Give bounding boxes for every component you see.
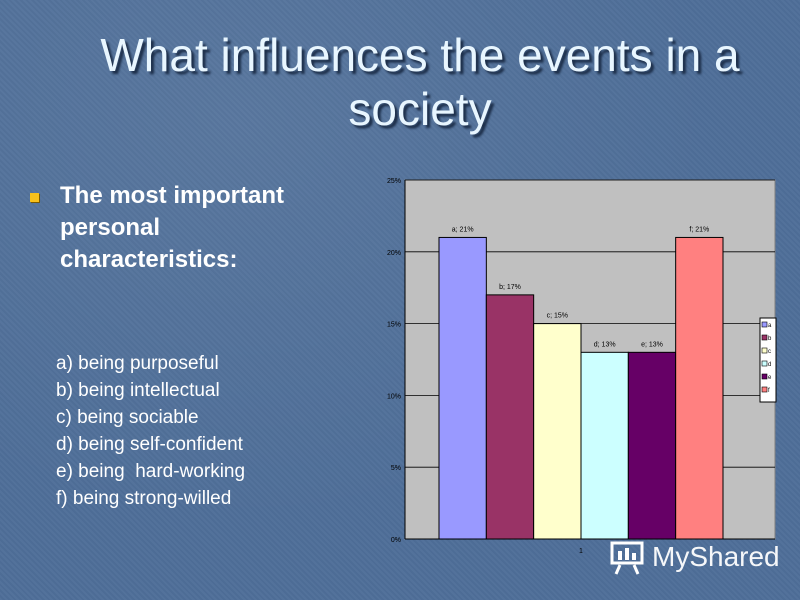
- data-label-c: c; 15%: [547, 313, 568, 320]
- option-c: c) being sociable: [56, 407, 199, 428]
- y-tick-label: 10%: [387, 393, 401, 400]
- legend-swatch-c: [761, 347, 768, 354]
- bar-f: [675, 236, 724, 540]
- option-d: d) being self-confident: [56, 434, 243, 455]
- y-tick-label: 15%: [387, 322, 401, 329]
- option-a: a) being purposeful: [56, 353, 219, 374]
- y-tick-label: 20%: [387, 250, 401, 257]
- bullet-heading: The most important personal characterist…: [60, 182, 285, 273]
- bar-c: [533, 323, 582, 540]
- legend-swatch-a: [761, 321, 768, 328]
- bar-a: [438, 236, 487, 540]
- bar-e: [627, 351, 677, 540]
- slide-title: What influences the events in a society: [100, 29, 740, 135]
- legend-label-c: c: [768, 349, 771, 355]
- options-list: a) being purposeful b) being intellectua…: [56, 350, 245, 512]
- y-tick-label: 25%: [387, 178, 401, 185]
- bar-d: [580, 351, 629, 540]
- legend-label-d: d: [768, 362, 771, 368]
- legend-label-e: e: [768, 375, 772, 381]
- legend-label-f: f: [768, 388, 770, 394]
- presentation-icon: [610, 541, 644, 575]
- legend-swatch-d: [761, 360, 768, 367]
- y-tick-label: 0%: [391, 537, 401, 544]
- data-label-e: e; 13%: [641, 341, 663, 348]
- data-label-d: d; 13%: [594, 341, 616, 348]
- x-tick-label: 1: [579, 548, 583, 555]
- bar-b: [485, 294, 535, 540]
- data-label-a: a; 21%: [452, 226, 474, 233]
- option-b: b) being intellectual: [56, 380, 220, 401]
- bullet-marker: [30, 193, 39, 202]
- data-label-f: f; 21%: [689, 226, 709, 233]
- legend-label-a: a: [768, 323, 772, 329]
- y-tick-label: 5%: [391, 465, 401, 472]
- legend-swatch-b: [761, 334, 768, 341]
- watermark-text: MyShared: [652, 541, 780, 572]
- option-e: e) being hard-working: [56, 461, 246, 482]
- option-f: f) being strong-willed: [56, 488, 232, 509]
- watermark-logo: MyShared: [608, 537, 788, 577]
- legend-swatch-f: [761, 386, 768, 393]
- data-label-b: b; 17%: [499, 284, 521, 291]
- legend-swatch-e: [761, 373, 768, 380]
- legend-label-b: b: [768, 336, 772, 342]
